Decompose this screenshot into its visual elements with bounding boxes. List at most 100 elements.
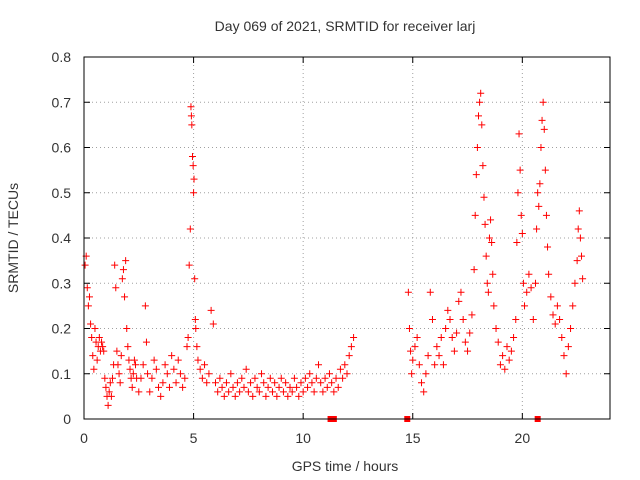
data-point bbox=[341, 361, 349, 369]
data-point bbox=[159, 379, 167, 387]
data-point bbox=[471, 211, 479, 219]
data-point bbox=[148, 374, 156, 382]
data-point bbox=[537, 144, 545, 151]
data-point bbox=[297, 379, 305, 387]
data-point bbox=[191, 275, 199, 283]
data-point bbox=[466, 329, 474, 337]
data-point bbox=[192, 325, 200, 332]
data-point bbox=[89, 352, 97, 360]
data-point bbox=[507, 347, 515, 355]
data-point bbox=[203, 379, 211, 387]
data-point bbox=[91, 325, 99, 332]
data-point bbox=[242, 365, 250, 373]
data-point bbox=[323, 383, 331, 391]
data-point bbox=[102, 383, 110, 391]
x-tick-label: 15 bbox=[405, 430, 421, 446]
data-point bbox=[98, 338, 106, 346]
data-point bbox=[119, 266, 127, 274]
data-point bbox=[560, 352, 568, 360]
data-point bbox=[579, 275, 587, 283]
data-point bbox=[576, 234, 584, 242]
data-point bbox=[100, 347, 108, 355]
data-point bbox=[282, 379, 290, 387]
data-point bbox=[450, 347, 458, 355]
data-point bbox=[545, 270, 553, 278]
data-point bbox=[484, 288, 492, 296]
data-point bbox=[229, 383, 237, 391]
data-point bbox=[483, 279, 491, 287]
data-point bbox=[334, 383, 342, 391]
data-point bbox=[112, 284, 120, 292]
data-point bbox=[188, 153, 196, 161]
data-point bbox=[114, 361, 122, 369]
data-point bbox=[188, 121, 196, 129]
data-point bbox=[244, 388, 252, 396]
data-point bbox=[455, 297, 463, 305]
data-point bbox=[88, 334, 96, 342]
data-point bbox=[515, 130, 523, 138]
data-point bbox=[523, 288, 531, 296]
data-point bbox=[157, 392, 165, 400]
data-point bbox=[472, 171, 480, 179]
data-point bbox=[573, 257, 581, 265]
data-point bbox=[487, 216, 495, 224]
data-point bbox=[170, 365, 178, 373]
data-point bbox=[541, 166, 549, 174]
data-point bbox=[310, 388, 318, 396]
data-point bbox=[196, 365, 204, 373]
data-point bbox=[201, 361, 209, 369]
data-point bbox=[191, 315, 199, 323]
data-point bbox=[301, 374, 309, 382]
data-point bbox=[299, 388, 307, 396]
data-point bbox=[350, 334, 358, 342]
data-point bbox=[115, 370, 123, 378]
data-point bbox=[179, 383, 187, 391]
chart-title: Day 069 of 2021, SRMTID for receiver lar… bbox=[215, 18, 476, 34]
data-point bbox=[190, 175, 198, 183]
data-point bbox=[286, 383, 294, 391]
x-tick-label: 5 bbox=[190, 430, 198, 446]
data-point bbox=[446, 315, 454, 323]
x-tick-label: 10 bbox=[295, 430, 311, 446]
data-point bbox=[444, 306, 452, 314]
data-point bbox=[273, 392, 281, 400]
data-point bbox=[542, 211, 550, 219]
data-point bbox=[95, 334, 103, 342]
data-point bbox=[539, 98, 547, 106]
data-point bbox=[578, 252, 586, 260]
data-point bbox=[139, 361, 147, 369]
data-point bbox=[118, 275, 126, 283]
data-point bbox=[413, 334, 421, 342]
data-point bbox=[137, 374, 145, 382]
data-point bbox=[117, 352, 125, 360]
data-point bbox=[122, 257, 130, 265]
data-point bbox=[107, 392, 115, 400]
data-point bbox=[308, 379, 316, 387]
data-point bbox=[124, 343, 132, 351]
y-tick-label: 0.2 bbox=[52, 321, 72, 337]
data-point bbox=[521, 302, 529, 310]
data-point bbox=[420, 388, 428, 396]
data-point bbox=[222, 379, 230, 387]
data-point bbox=[128, 383, 136, 391]
y-tick-label: 0.8 bbox=[52, 49, 72, 65]
data-point bbox=[116, 379, 124, 387]
data-point bbox=[551, 320, 559, 328]
data-point bbox=[231, 392, 239, 400]
data-point bbox=[553, 302, 561, 310]
data-point bbox=[205, 370, 213, 378]
data-point bbox=[529, 315, 537, 323]
data-point bbox=[411, 343, 419, 351]
data-point bbox=[544, 243, 552, 251]
grid bbox=[84, 57, 610, 419]
data-point bbox=[304, 383, 312, 391]
data-point bbox=[123, 325, 131, 332]
data-point bbox=[183, 343, 191, 351]
data-point bbox=[461, 338, 469, 346]
data-point bbox=[494, 338, 502, 346]
data-point bbox=[90, 365, 98, 373]
x-axis-label: GPS time / hours bbox=[292, 458, 399, 474]
data-point bbox=[129, 370, 137, 378]
data-point bbox=[345, 352, 353, 360]
data-point bbox=[251, 374, 259, 382]
